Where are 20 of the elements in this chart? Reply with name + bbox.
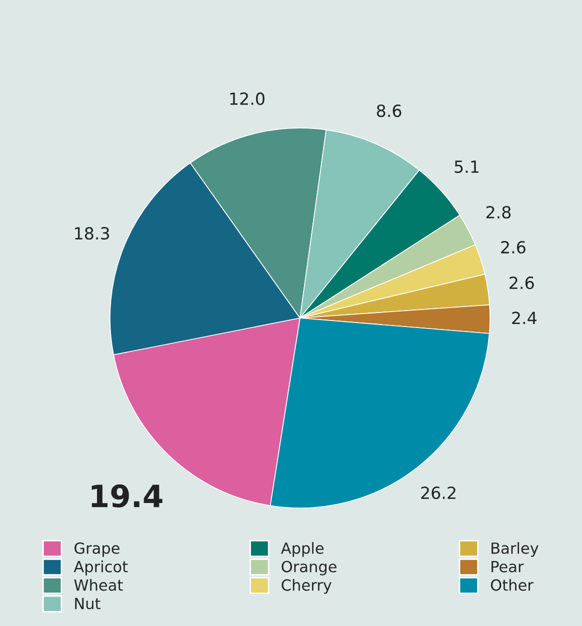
legend-label: Grape <box>74 542 120 557</box>
data-label: 8.6 <box>376 104 402 118</box>
legend-label: Other <box>490 579 534 591</box>
data-label: 2.8 <box>486 206 511 219</box>
legend-label: Barley <box>492 542 538 557</box>
legend-label: Wheat <box>74 579 123 591</box>
legend-label: Cherry <box>282 579 332 594</box>
legend-label: Orange <box>282 560 336 576</box>
legend-label: Apple <box>280 542 324 557</box>
data-label: 19.4 <box>92 484 162 508</box>
data-label: 12.0 <box>230 92 264 105</box>
data-label: 18.3 <box>75 227 110 240</box>
legend-label: Nut <box>75 598 100 610</box>
data-label: 26.2 <box>421 486 456 500</box>
data-label: 5.1 <box>454 160 478 173</box>
data-label: 2.6 <box>501 240 526 254</box>
legend-label: Pear <box>492 561 524 572</box>
legend-label: Apricot <box>74 560 128 576</box>
data-label: 2.6 <box>510 276 534 290</box>
data-label: 2.4 <box>512 312 537 324</box>
